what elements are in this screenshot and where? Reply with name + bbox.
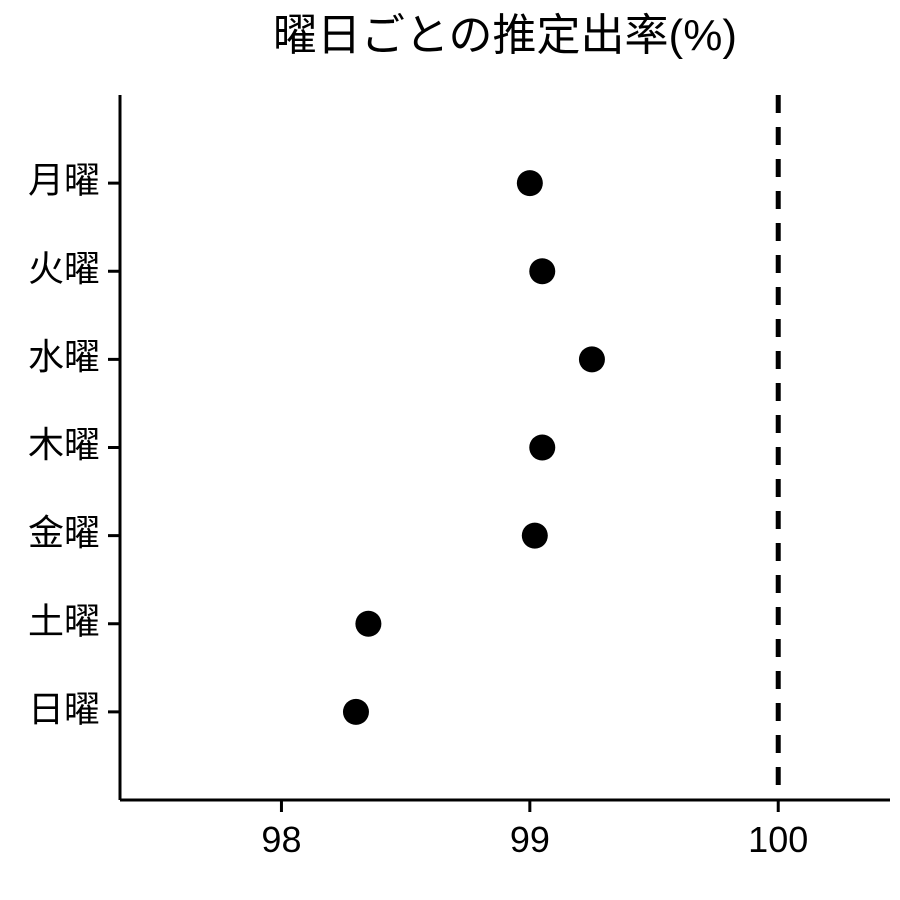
data-point [517, 170, 543, 196]
y-tick-label: 火曜 [28, 248, 100, 289]
y-tick-label: 日曜 [28, 688, 100, 729]
data-point [529, 258, 555, 284]
y-axis: 月曜火曜水曜木曜金曜土曜日曜 [28, 95, 120, 800]
y-tick-label: 金曜 [28, 512, 100, 553]
chart-title: 曜日ごとの推定出率(%) [273, 11, 737, 60]
data-point [579, 346, 605, 372]
y-tick-label: 月曜 [28, 160, 100, 201]
x-tick-label: 98 [261, 819, 301, 860]
dot-plot-chart: 曜日ごとの推定出率(%) 月曜火曜水曜木曜金曜土曜日曜 98 99 100 [0, 0, 900, 900]
x-tick-label: 100 [748, 819, 808, 860]
data-points [343, 170, 605, 725]
data-point [343, 699, 369, 725]
chart-container: 曜日ごとの推定出率(%) 月曜火曜水曜木曜金曜土曜日曜 98 99 100 [0, 0, 900, 900]
y-tick-label: 木曜 [28, 424, 100, 465]
x-axis: 98 99 100 [120, 800, 890, 860]
data-point [522, 523, 548, 549]
y-tick-label: 土曜 [28, 600, 100, 641]
data-point [529, 435, 555, 461]
data-point [355, 611, 381, 637]
y-tick-label: 水曜 [28, 336, 100, 377]
x-tick-label: 99 [510, 819, 550, 860]
